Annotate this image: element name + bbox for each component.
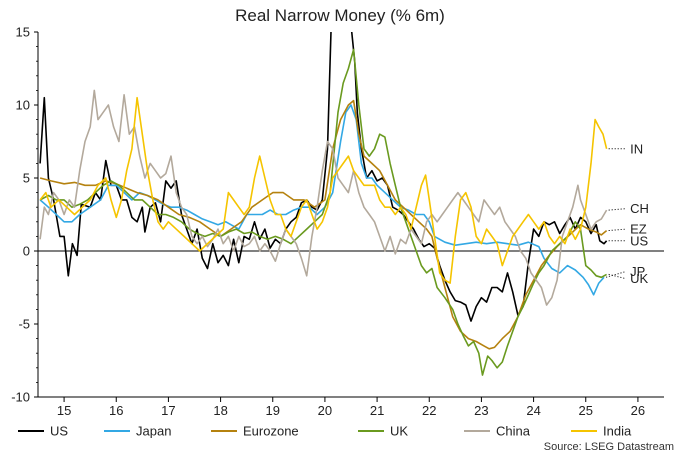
series-line-india <box>39 96 608 284</box>
y-tick-label: 0 <box>23 244 30 259</box>
legend: US Japan Eurozone UK China India <box>18 424 632 439</box>
series-line-china <box>39 89 608 306</box>
end-label-ez: EZ <box>630 222 647 237</box>
end-label-leader <box>608 228 627 232</box>
end-label-us: US <box>630 233 648 248</box>
series-group <box>39 32 608 376</box>
end-label-uk: UK <box>630 271 648 286</box>
end-label-ch: CH <box>630 201 649 216</box>
end-label-leader <box>608 208 627 211</box>
x-tick-label: 20 <box>318 403 332 418</box>
plot-area: 15 10 5 0 -5 -10 15 16 17 18 19 20 21 22 23 24 25 26 US JP E… <box>11 25 664 418</box>
y-tick-label: -5 <box>18 317 30 332</box>
chart-title: Real Narrow Money (% 6m) <box>235 6 445 25</box>
y-tick-label: 10 <box>16 98 30 113</box>
x-tick-label: 26 <box>631 403 645 418</box>
x-tick-label: 17 <box>161 403 175 418</box>
x-tick-label: 23 <box>474 403 488 418</box>
legend-label: Japan <box>136 424 171 439</box>
x-tick-label: 25 <box>579 403 593 418</box>
legend-label: US <box>50 424 68 439</box>
series-line-us <box>39 32 608 322</box>
source-note: Source: LSEG Datastream <box>544 441 674 453</box>
x-tick-label: 24 <box>526 403 540 418</box>
x-tick-label: 21 <box>370 403 384 418</box>
legend-label: Eurozone <box>243 424 299 439</box>
legend-label: China <box>496 424 531 439</box>
y-tick-label: 5 <box>23 171 30 186</box>
y-tick-label: -10 <box>11 390 30 405</box>
series-line-uk <box>39 48 607 376</box>
legend-label: UK <box>390 424 408 439</box>
x-tick-label: 22 <box>422 403 436 418</box>
end-label-leader <box>605 270 627 278</box>
x-tick-label: 19 <box>266 403 280 418</box>
legend-label: India <box>603 424 632 439</box>
end-label-jp: JP <box>630 264 645 279</box>
x-tick-label: 18 <box>213 403 227 418</box>
end-label-in: IN <box>630 141 643 156</box>
end-label-leader <box>608 273 627 280</box>
x-tick-label: 15 <box>57 403 71 418</box>
series-line-eurozone <box>39 99 608 350</box>
y-tick-label: 15 <box>16 25 30 40</box>
x-tick-label: 16 <box>109 403 123 418</box>
